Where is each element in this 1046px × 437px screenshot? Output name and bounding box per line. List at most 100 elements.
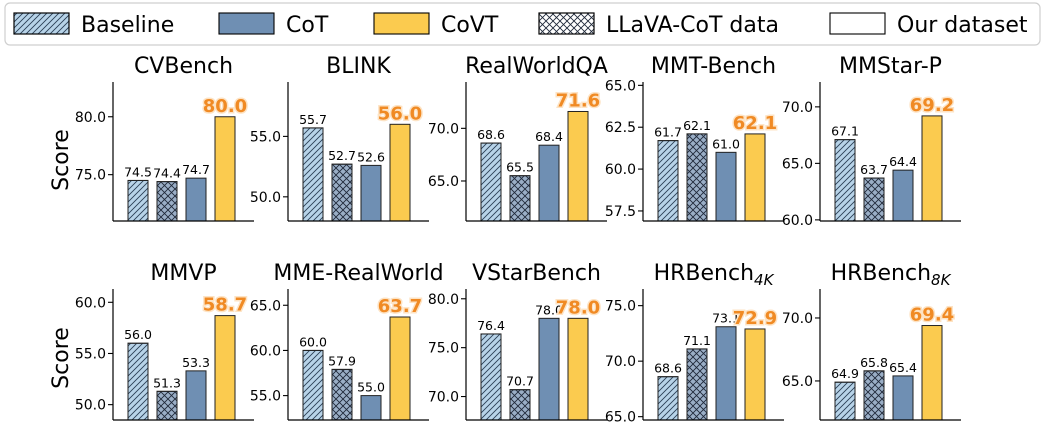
data-label: 60.0	[299, 334, 327, 349]
bar-hatch-llava-cot-data	[686, 348, 708, 421]
legend: Baseline CoT CoVT LLaVA-CoT data Our dataset	[13, 12, 1028, 38]
bar-cot	[715, 151, 737, 222]
data-label: 78.0	[535, 302, 563, 317]
panel-title: VStarBench	[472, 261, 601, 286]
y-tick-label: 60.0	[605, 162, 636, 178]
bar-cot	[538, 144, 560, 222]
bar-hatch-baseline	[302, 349, 324, 421]
data-label-covt: 80.0	[203, 96, 247, 117]
y-tick-label: 80.0	[75, 110, 106, 126]
panel-mme-realworld: MME-RealWorld60.057.955.063.755.060.065.…	[250, 261, 444, 421]
bar-cot	[185, 370, 207, 421]
y-tick-label: 60.0	[75, 295, 106, 311]
bar-covt	[744, 328, 766, 421]
y-tick-label: 50.0	[75, 398, 106, 414]
bar-cot	[360, 164, 382, 222]
y-tick-label: 50.0	[250, 190, 281, 206]
bar-covt	[921, 115, 943, 222]
bar-hatch-baseline	[834, 381, 856, 421]
data-label: 76.4	[477, 318, 505, 333]
panel-mmstar-p: MMStar-P 67.1 63.764.4 69.2 60.0 65.0 70.0	[782, 54, 961, 229]
y-tick-label: 55.0	[250, 389, 281, 405]
data-label-covt: 56.0	[378, 103, 422, 124]
y-tick-label: 60.0	[250, 343, 281, 359]
data-label: 62.1	[683, 118, 711, 133]
panel-title-subscript: 4K	[754, 271, 775, 289]
bar-covt	[214, 315, 236, 421]
bar-covt	[921, 325, 943, 421]
bar-cot	[892, 169, 914, 222]
bar-covt	[567, 317, 589, 421]
data-label-covt: 78.0	[556, 297, 600, 318]
y-tick-label: 62.5	[605, 120, 636, 136]
legend-label-our-dataset: Our dataset	[897, 13, 1028, 38]
panel-title: HRBench8K	[831, 261, 952, 289]
bar-hatch-baseline	[834, 139, 856, 222]
data-label: 73.1	[712, 311, 740, 326]
data-label: 51.3	[153, 375, 181, 390]
bar-hatch-llava-cot-data	[863, 177, 885, 222]
data-label-covt: 58.7	[203, 295, 247, 316]
panel-title: MME-RealWorld	[273, 261, 443, 286]
data-label: 65.5	[506, 160, 534, 175]
bar-hatch-baseline	[657, 376, 679, 421]
bar-hatch-baseline	[127, 342, 149, 421]
data-label: 71.1	[683, 333, 711, 348]
ylabel-row1: Score	[49, 129, 74, 191]
y-tick-label: 65.0	[428, 174, 459, 190]
ylabel-row2: Score	[49, 327, 74, 389]
y-tick-label: 70.0	[605, 354, 636, 370]
data-label-covt: 63.7	[378, 296, 422, 317]
bar-covt	[389, 316, 411, 421]
data-label: 56.0	[124, 327, 152, 342]
legend-swatch-covt	[373, 12, 430, 35]
y-tick-label: 65.0	[782, 156, 813, 172]
bar-hatch-llava-cot-data	[509, 175, 531, 222]
y-tick-label: 65.0	[605, 78, 636, 94]
legend-label-llava-cot-data: LLaVA-CoT data	[606, 13, 779, 38]
bar-cot	[538, 317, 560, 421]
panel-title: RealWorldQA	[465, 54, 608, 79]
data-label: 68.6	[477, 127, 505, 142]
data-label: 55.0	[357, 380, 385, 395]
panel-title-subscript: 8K	[931, 271, 952, 289]
y-tick-label: 55.0	[250, 129, 281, 145]
legend-label-cot: CoT	[286, 13, 329, 38]
y-tick-label: 70.0	[428, 121, 459, 137]
bar-covt	[567, 110, 589, 222]
data-label: 64.9	[831, 366, 859, 381]
bar-hatch-llava-cot-data	[331, 163, 353, 222]
data-label: 74.5	[124, 164, 152, 179]
data-label-covt: 72.9	[733, 308, 777, 329]
panel-blink: BLINK 55.7 52.7 52.6 56.0 50.0 55.0	[250, 54, 429, 222]
data-label: 74.4	[153, 166, 181, 181]
data-label-covt: 62.1	[733, 113, 777, 134]
legend-swatch-cot	[218, 12, 275, 35]
panel-title: CVBench	[134, 54, 233, 79]
y-tick-label: 57.5	[605, 204, 636, 220]
y-tick-label: 75.0	[75, 168, 106, 184]
data-label: 57.9	[328, 353, 356, 368]
data-label: 52.6	[357, 149, 385, 164]
data-label: 68.6	[654, 361, 682, 376]
bar-hatch-llava-cot-data	[509, 389, 531, 421]
bar-cot	[892, 375, 914, 421]
y-tick-label: 80.0	[428, 292, 459, 308]
panel-mmvp: MMVP 56.0 51.353.3 58.7 50.0 55.0 60.0	[75, 261, 254, 421]
panel-title: BLINK	[326, 54, 391, 79]
data-label: 65.8	[860, 355, 888, 370]
data-label-covt: 71.6	[556, 90, 600, 111]
data-label: 53.3	[182, 355, 210, 370]
panel-title: MMVP	[150, 261, 216, 286]
panel-title: MMStar-P	[839, 54, 942, 79]
y-tick-label: 75.0	[605, 299, 636, 315]
data-label: 55.7	[299, 112, 327, 127]
y-tick-label: 70.0	[428, 390, 459, 406]
bar-hatch-baseline	[480, 333, 502, 421]
bar-hatch-baseline	[302, 127, 324, 222]
y-tick-label: 75.0	[428, 341, 459, 357]
data-label: 52.7	[328, 148, 356, 163]
data-label: 61.7	[654, 125, 682, 140]
